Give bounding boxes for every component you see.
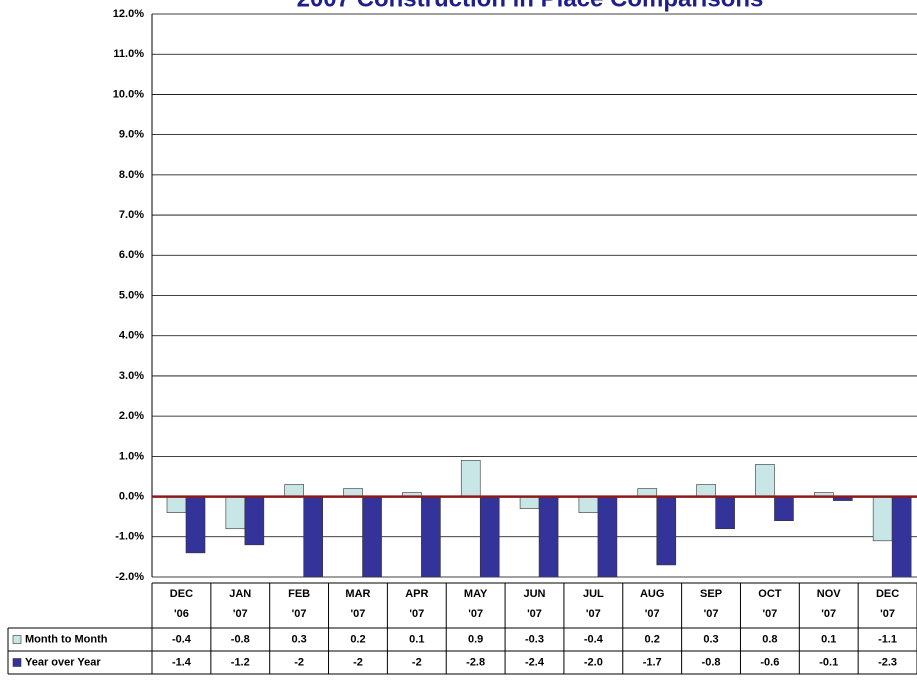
table-value: 0.9 — [468, 633, 483, 645]
x-tick-label: '07 — [762, 608, 777, 620]
y-tick-label: 0.0% — [119, 490, 144, 502]
table-value: -0.8 — [231, 633, 250, 645]
legend-swatch — [12, 658, 22, 667]
table-value: -0.8 — [702, 656, 721, 668]
bar — [715, 496, 735, 530]
y-tick-label: 9.0% — [119, 129, 144, 141]
bar — [578, 496, 599, 513]
y-tick-label: 12.0% — [113, 8, 144, 20]
table-value: -2 — [294, 656, 304, 668]
y-tick-label: 3.0% — [119, 370, 144, 382]
bar — [244, 496, 265, 546]
bar — [597, 496, 618, 577]
table-value: -2 — [353, 656, 363, 668]
bar — [538, 496, 559, 577]
x-tick-label: '07 — [468, 608, 483, 620]
x-tick-label: '07 — [704, 608, 719, 620]
bar — [303, 496, 323, 577]
x-tick-label: '07 — [527, 608, 542, 620]
table-value: 0.1 — [409, 633, 424, 645]
y-tick-label: 6.0% — [119, 249, 144, 261]
bar — [421, 496, 441, 577]
y-tick-label: 8.0% — [119, 169, 144, 181]
x-tick-label: '07 — [351, 608, 366, 620]
x-tick-label: OCT — [758, 588, 782, 600]
table-value: -1.7 — [643, 656, 662, 668]
plot-bars — [166, 460, 912, 577]
table-value: 0.8 — [762, 633, 777, 645]
y-tick-label: 11.0% — [113, 48, 144, 60]
table-value: -1.2 — [231, 656, 250, 668]
x-tick-label: JUL — [583, 588, 604, 600]
table-value: -2 — [412, 656, 422, 668]
bar — [774, 496, 794, 522]
x-tick-label: DEC — [876, 588, 899, 600]
bar — [891, 496, 912, 577]
x-tick-label: MAR — [345, 588, 370, 600]
y-tick-label: -1.0% — [115, 531, 144, 543]
y-tick-label: 10.0% — [113, 88, 144, 100]
x-tick-label: APR — [405, 588, 428, 600]
x-tick-label: '07 — [292, 608, 307, 620]
x-tick-label: JAN — [229, 588, 251, 600]
table-value: -2.8 — [466, 656, 485, 668]
bar — [185, 496, 206, 554]
bar — [284, 484, 304, 497]
x-tick-label: '07 — [233, 608, 248, 620]
x-tick-label: SEP — [700, 588, 722, 600]
table-value: -2.3 — [878, 656, 897, 668]
bar — [460, 460, 481, 497]
y-tick-label: 5.0% — [119, 289, 144, 301]
y-tick-label: 4.0% — [119, 330, 144, 342]
table-value: -0.1 — [819, 656, 838, 668]
table-value: -0.6 — [760, 656, 779, 668]
x-tick-label: NOV — [817, 588, 842, 600]
x-tick-label: AUG — [640, 588, 664, 600]
table-value: -0.4 — [584, 633, 604, 645]
legend-label: Year over Year — [25, 656, 101, 668]
x-tick-label: '07 — [880, 608, 895, 620]
x-tick-label: '07 — [409, 608, 424, 620]
legend-swatch — [12, 635, 22, 644]
x-tick-label: MAY — [464, 588, 488, 600]
y-tick-label: -2.0% — [115, 571, 144, 583]
table-value: 0.2 — [350, 633, 365, 645]
bar — [225, 496, 246, 530]
bar — [872, 496, 893, 542]
table-value: -1.1 — [878, 633, 897, 645]
y-tick-label: 2.0% — [119, 410, 144, 422]
x-tick-label: JUN — [523, 588, 545, 600]
table-value: -0.4 — [172, 633, 192, 645]
bar — [166, 496, 187, 513]
x-tick-label: '07 — [645, 608, 660, 620]
table-value: 0.3 — [703, 633, 718, 645]
bar — [696, 484, 716, 497]
bar — [519, 496, 540, 509]
x-tick-label: '06 — [174, 608, 189, 620]
x-tick-label: '07 — [821, 608, 836, 620]
table-value: 0.3 — [291, 633, 306, 645]
chart-title: 2007 Construction in Place Comparisons — [297, 0, 764, 12]
bar — [656, 496, 677, 566]
x-tick-label: DEC — [170, 588, 193, 600]
y-tick-label: 1.0% — [119, 450, 144, 462]
bar — [755, 464, 775, 497]
table-value: -2.0 — [584, 656, 603, 668]
table-value: -0.3 — [525, 633, 544, 645]
table-value: -1.4 — [172, 656, 192, 668]
table-value: 0.1 — [821, 633, 836, 645]
y-tick-label: 7.0% — [119, 209, 144, 221]
table-value: 0.2 — [645, 633, 660, 645]
x-tick-label: '07 — [586, 608, 601, 620]
bar — [362, 496, 382, 577]
legend-label: Month to Month — [25, 633, 108, 645]
x-tick-label: FEB — [288, 588, 310, 600]
table-value: -2.4 — [525, 656, 545, 668]
